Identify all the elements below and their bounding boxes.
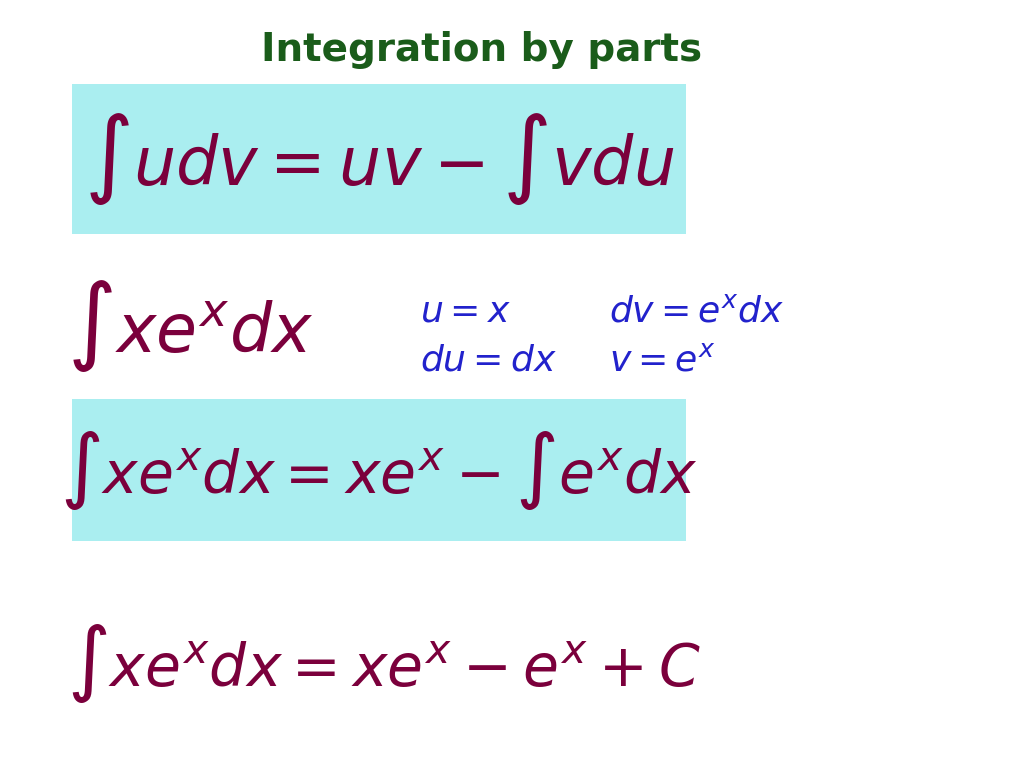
Text: $v = e^x$: $v = e^x$ [609, 344, 716, 378]
Text: $u = x$: $u = x$ [420, 294, 511, 328]
Text: $\int udv = uv - \int vdu$: $\int udv = uv - \int vdu$ [84, 111, 674, 207]
FancyBboxPatch shape [72, 84, 686, 234]
Text: $du = dx$: $du = dx$ [420, 344, 557, 378]
Text: Integration by parts: Integration by parts [261, 31, 701, 69]
FancyBboxPatch shape [72, 399, 686, 541]
Text: $\int xe^x dx = xe^x - e^x + C$: $\int xe^x dx = xe^x - e^x + C$ [67, 624, 701, 705]
Text: $\int xe^x dx$: $\int xe^x dx$ [67, 279, 313, 375]
Text: $\int xe^x dx = xe^x - \int e^x dx$: $\int xe^x dx = xe^x - \int e^x dx$ [60, 430, 697, 511]
Text: $dv= e^x dx$: $dv= e^x dx$ [609, 294, 784, 328]
